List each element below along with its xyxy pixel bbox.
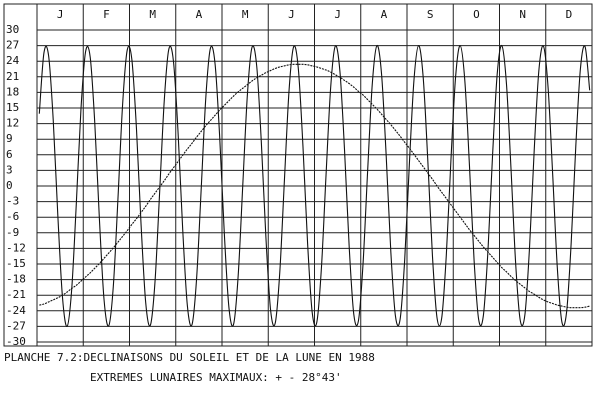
x-tick-label: M bbox=[149, 8, 156, 21]
y-tick-label: 30 bbox=[6, 23, 19, 36]
x-tick-label: S bbox=[427, 8, 434, 21]
frame bbox=[3, 3, 593, 347]
y-tick-label: 9 bbox=[6, 132, 13, 145]
chart-title: PLANCHE 7.2:DECLINAISONS DU SOLEIL ET DE… bbox=[4, 351, 375, 364]
x-tick-label: J bbox=[334, 8, 341, 21]
y-tick-label: -15 bbox=[6, 257, 26, 270]
y-tick-label: -24 bbox=[6, 304, 26, 317]
y-tick-label: 21 bbox=[6, 70, 19, 83]
line-series bbox=[38, 45, 591, 327]
x-tick-label: A bbox=[381, 8, 388, 21]
y-tick-label: -21 bbox=[6, 288, 26, 301]
y-tick-label: 24 bbox=[6, 54, 20, 67]
y-tick-label: -27 bbox=[6, 319, 26, 332]
y-tick-label: -12 bbox=[6, 241, 26, 254]
x-tick-label: M bbox=[242, 8, 249, 21]
y-tick-label: -6 bbox=[6, 210, 19, 223]
y-tick-label: 27 bbox=[6, 39, 19, 52]
y-tick-label: -9 bbox=[6, 226, 19, 239]
x-tick-label: D bbox=[566, 8, 573, 21]
x-tick-label: A bbox=[196, 8, 203, 21]
y-tick-label: 12 bbox=[6, 117, 19, 130]
y-tick-label: -30 bbox=[6, 335, 26, 348]
y-tick-label: 3 bbox=[6, 163, 13, 176]
y-tick-label: 18 bbox=[6, 85, 19, 98]
y-tick-label: -18 bbox=[6, 273, 26, 286]
x-tick-label: N bbox=[519, 8, 526, 21]
x-tick-label: F bbox=[103, 8, 110, 21]
chart-subtitle: EXTREMES LUNAIRES MAXIMAUX: + - 28°43' bbox=[90, 371, 342, 384]
line-series bbox=[39, 63, 590, 309]
y-tick-label: 6 bbox=[6, 148, 13, 161]
y-tick-label: 0 bbox=[6, 179, 13, 192]
x-tick-label: J bbox=[288, 8, 295, 21]
y-tick-label: -3 bbox=[6, 195, 19, 208]
x-tick-label: J bbox=[57, 8, 64, 21]
x-tick-label: O bbox=[473, 8, 480, 21]
y-tick-label: 15 bbox=[6, 101, 19, 114]
